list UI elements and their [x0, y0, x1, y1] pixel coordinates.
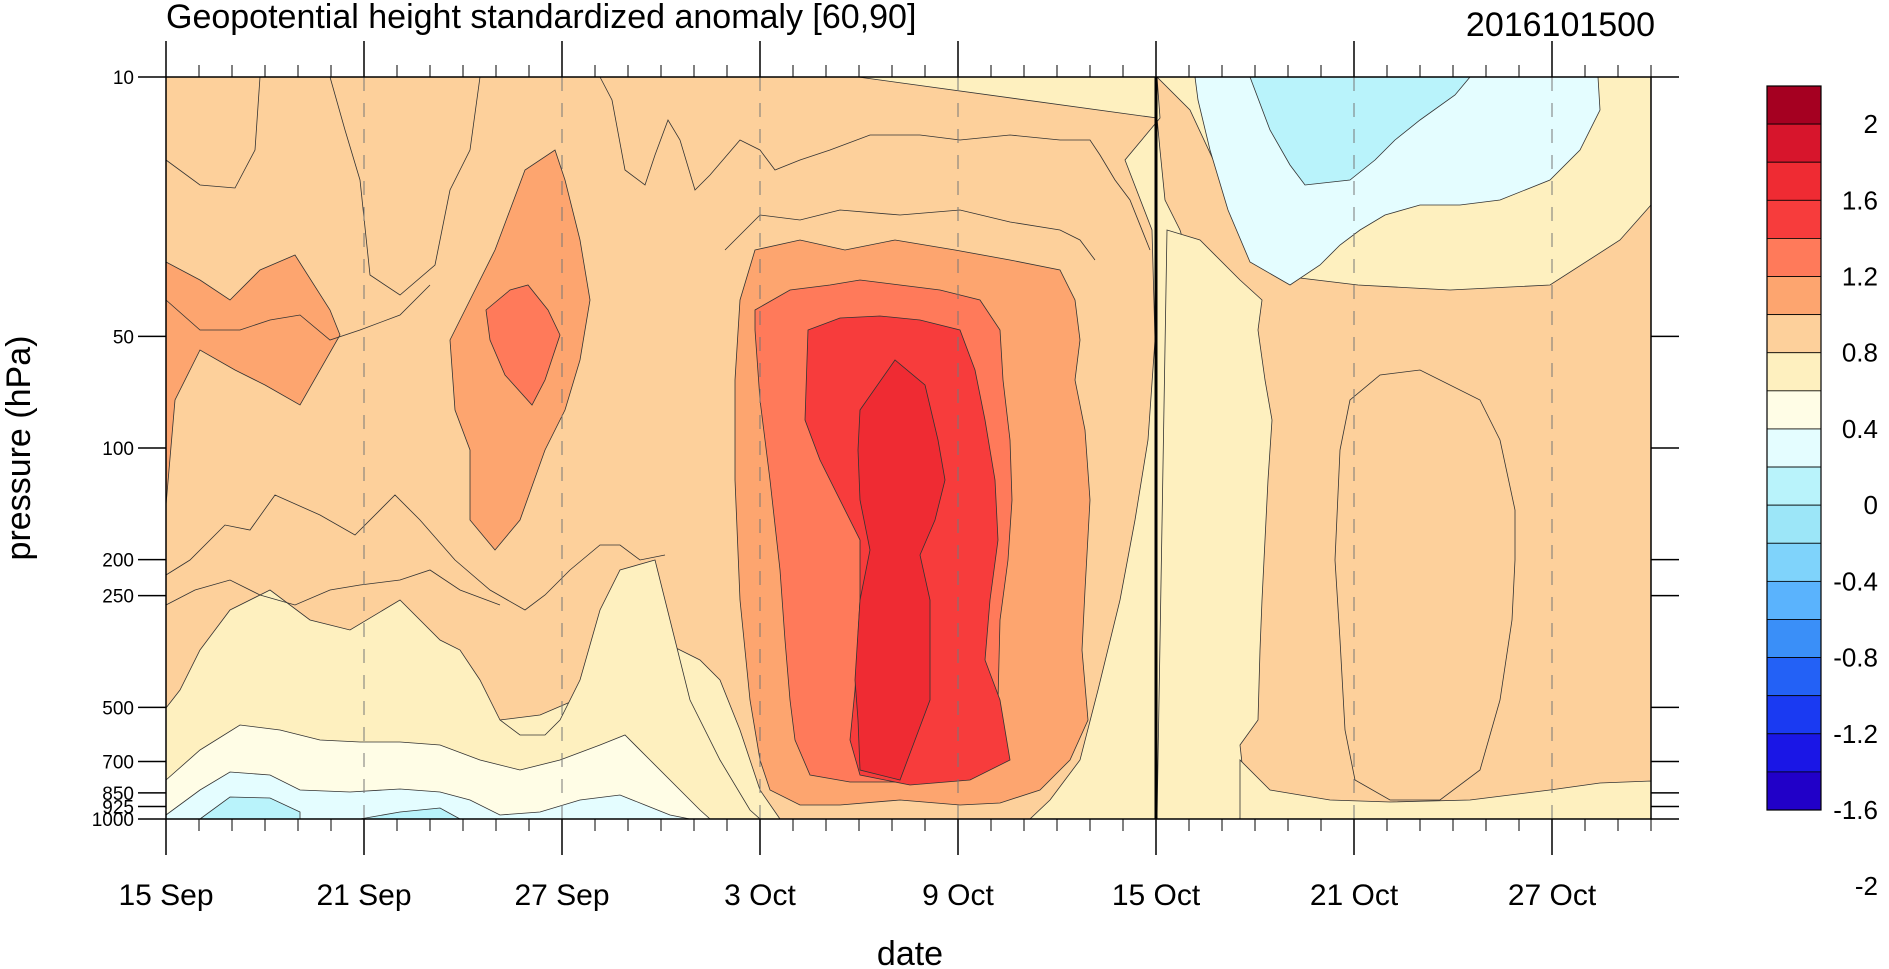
y-tick-label: 100 [102, 439, 134, 460]
y-tick-label: 500 [102, 698, 134, 719]
y-tick-label: 1000 [92, 810, 134, 831]
colorbar-border [1766, 85, 1822, 811]
x-axis: 15 Sep 21 Sep 27 Sep 3 Oct 9 Oct 15 Oct 21 Oct… [118, 41, 1652, 912]
colorbar-label: 2 [1864, 109, 1878, 139]
colorbar-swatch [1766, 314, 1822, 354]
colorbar-label: 0 [1864, 490, 1878, 520]
chart-title: Geopotential height standardized anomaly… [166, 0, 916, 36]
x-axis-label: date [877, 935, 943, 969]
anomaly-region-1.2-sep [485, 284, 561, 406]
colorbar-swatch [1766, 771, 1822, 811]
x-tick-label: 21 Sep [316, 879, 411, 912]
anomaly-region-0.8 [165, 254, 341, 506]
anomaly-region-neg-near-surface [165, 771, 691, 820]
y-tick-label: 10 [113, 68, 134, 89]
contour-lines [165, 76, 1151, 611]
colorbar-label: -2 [1855, 871, 1878, 901]
y-tick-label: 925 [102, 797, 134, 818]
colorbar-label: -1.2 [1833, 719, 1878, 749]
colorbar-swatch [1766, 619, 1822, 658]
x-tick-label: 27 Oct [1508, 879, 1597, 912]
x-tick-label: 15 Sep [118, 879, 213, 912]
colorbar-swatch [1766, 123, 1822, 163]
colorbar-swatch [1766, 733, 1822, 773]
colorbar-label: 1.6 [1842, 185, 1878, 215]
colorbar-swatch [1766, 542, 1822, 582]
y-tick-label: 700 [102, 753, 134, 774]
date-label: 2016101500 [1466, 6, 1655, 44]
y-tick-label: 850 [102, 784, 134, 805]
x-tick-label: 3 Oct [724, 879, 796, 912]
anomaly-region-0.4-late [1334, 369, 1516, 801]
x-gridlines [363, 77, 1553, 819]
colorbar-swatch [1766, 390, 1822, 430]
colorbar-label: -0.8 [1833, 643, 1878, 673]
y-axis-label: pressure (hPa) [0, 336, 38, 561]
colorbar-label: 0.8 [1842, 338, 1878, 368]
colorbar-swatch [1766, 352, 1822, 392]
colorbar-swatch [1766, 161, 1822, 201]
y-tick-label: 50 [113, 327, 134, 348]
x-tick-label: 15 Oct [1112, 879, 1201, 912]
anomaly-region-1.8 [854, 359, 946, 781]
colorbar: 2 1.6 1.2 0.8 0.4 0 -0.4 -0.8 -1.2 -1.6 -2 [1766, 85, 1878, 901]
colorbar-swatch [1766, 657, 1822, 697]
y-tick-label: 250 [102, 587, 134, 608]
plot-area [165, 76, 1652, 820]
anomaly-region-neg-upper-2 [1249, 76, 1471, 186]
y-tick-label: 200 [102, 551, 134, 572]
colorbar-swatch [1766, 199, 1822, 239]
colorbar-swatch [1766, 695, 1822, 735]
x-tick-label: 21 Oct [1310, 879, 1399, 912]
colorbar-swatch [1766, 580, 1822, 620]
colorbar-swatch [1766, 276, 1822, 316]
colorbar-label: 1.2 [1842, 262, 1878, 292]
colorbar-swatch [1766, 238, 1822, 277]
x-tick-label: 27 Sep [514, 879, 609, 912]
x-tick-label: 9 Oct [922, 879, 994, 912]
colorbar-label: 0.4 [1842, 414, 1878, 444]
colorbar-label: -0.4 [1833, 566, 1878, 596]
colorbar-swatch [1766, 85, 1822, 125]
colorbar-swatch [1766, 504, 1822, 544]
colorbar-swatch [1766, 428, 1822, 468]
colorbar-swatch [1766, 466, 1822, 506]
colorbar-label: -1.6 [1833, 795, 1878, 825]
